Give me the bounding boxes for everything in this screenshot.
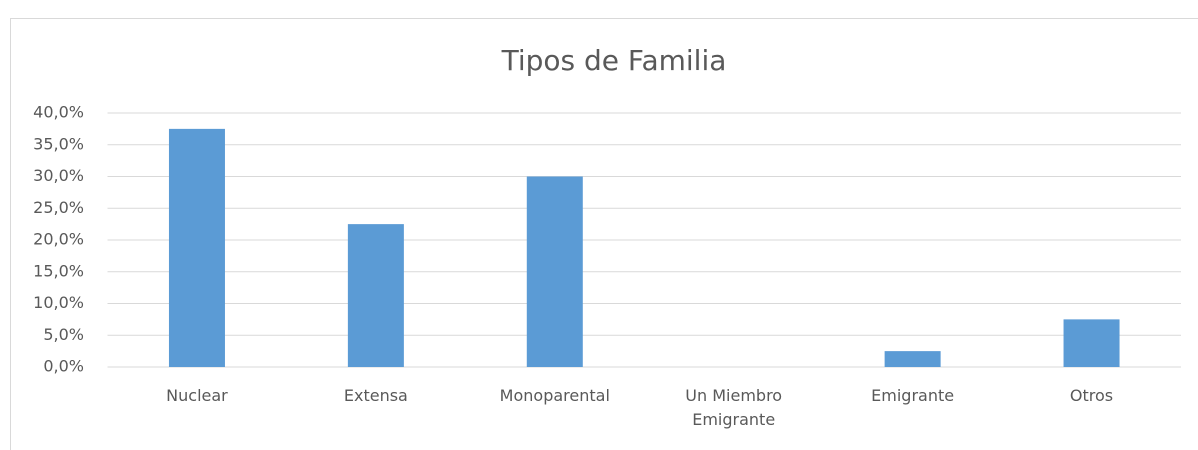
x-tick-label: Monoparental: [499, 386, 610, 405]
y-tick-label: 35,0%: [33, 134, 84, 153]
x-tick-label: Un Miembro Emigrante: [685, 386, 783, 429]
y-tick-label: 0,0%: [43, 357, 84, 376]
chart-title: Tipos de Familia: [501, 44, 727, 77]
x-tick-label: Extensa: [343, 386, 408, 405]
x-tick-label: Emigrante: [871, 386, 955, 405]
bar: [347, 224, 404, 367]
bar: [1063, 319, 1120, 367]
bar: [526, 176, 583, 367]
bar: [884, 351, 941, 367]
y-tick-label: 15,0%: [33, 261, 84, 280]
y-tick-label: 25,0%: [33, 198, 84, 217]
y-tick-label: 10,0%: [33, 293, 84, 312]
y-tick-label: 40,0%: [33, 103, 84, 122]
x-tick-label: Nuclear: [166, 386, 228, 405]
bar: [168, 128, 225, 367]
y-tick-label: 20,0%: [33, 230, 84, 249]
x-tick-label: Otros: [1069, 386, 1114, 405]
y-tick-label: 30,0%: [33, 166, 84, 185]
y-tick-label: 5,0%: [43, 325, 84, 344]
